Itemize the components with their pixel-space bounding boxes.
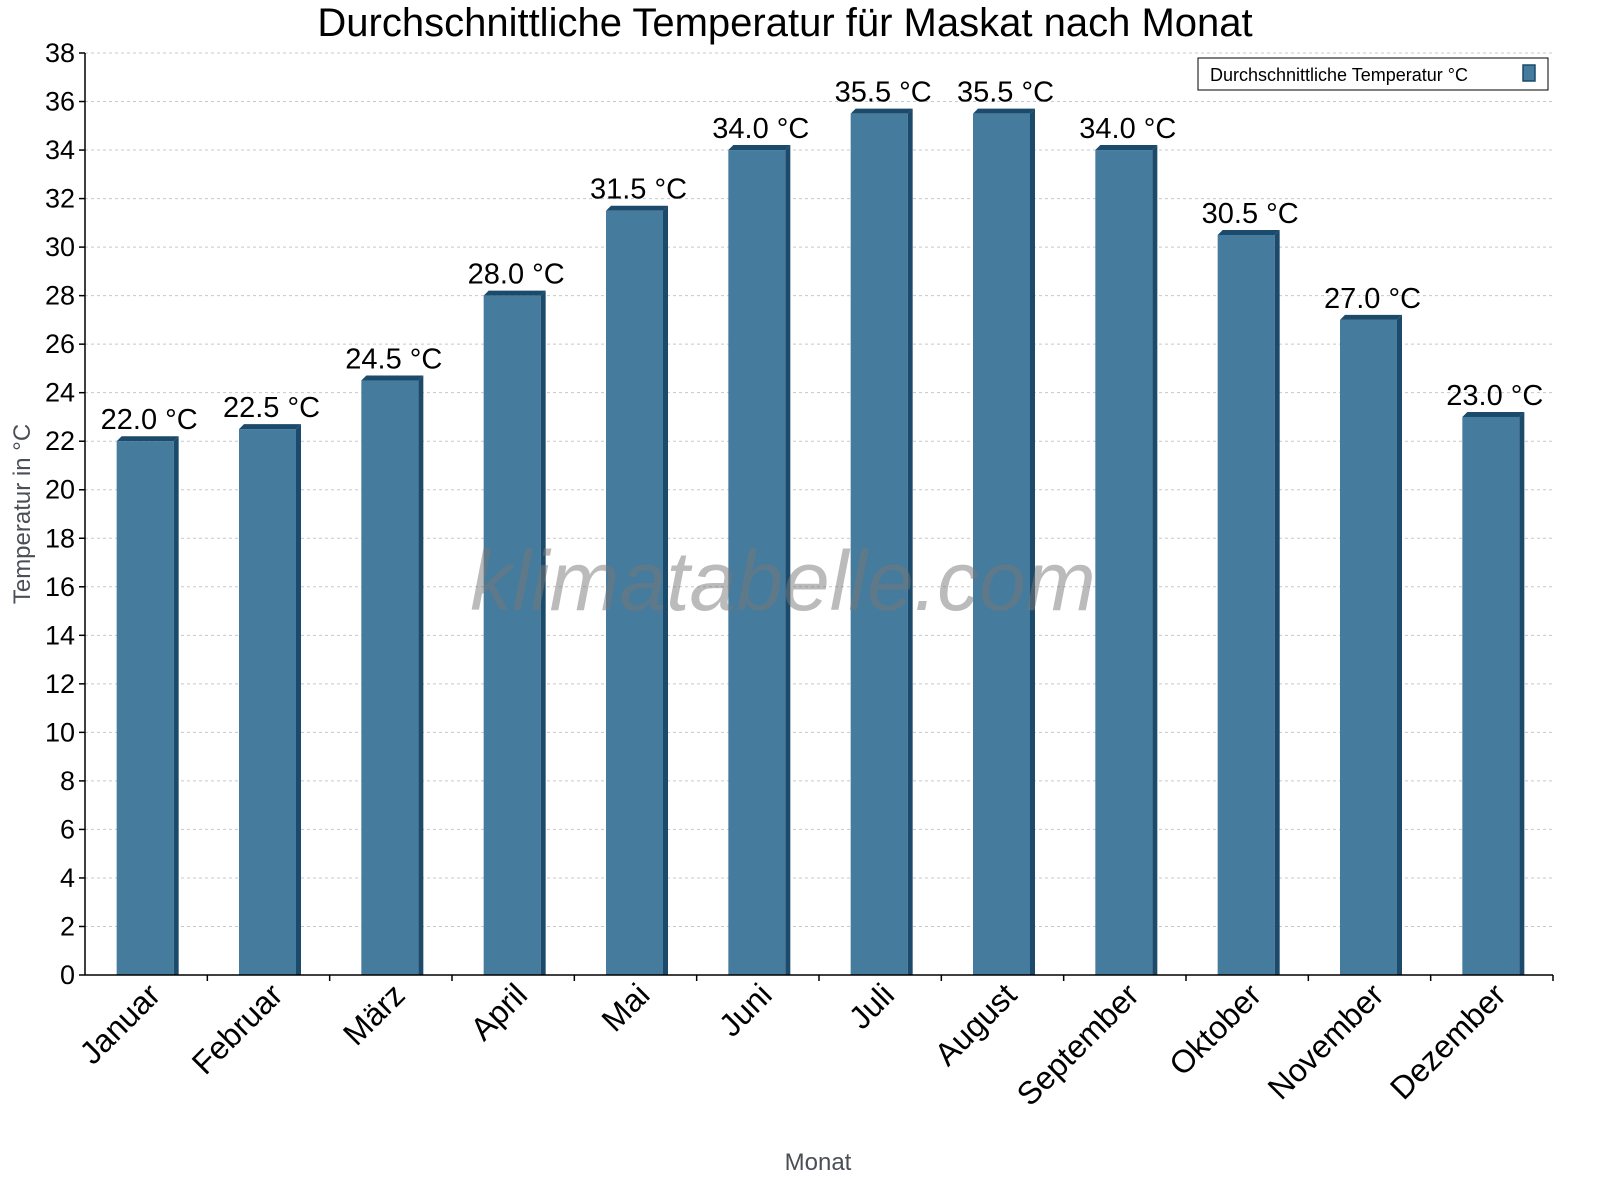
y-axis-label: Temperatur in °C bbox=[9, 424, 36, 604]
bar-side bbox=[1519, 411, 1525, 975]
y-tick-label: 34 bbox=[45, 135, 75, 165]
y-tick-label: 26 bbox=[45, 329, 75, 359]
bar-side bbox=[296, 424, 301, 975]
x-tick-label: März bbox=[336, 976, 412, 1052]
bar-top bbox=[606, 205, 668, 211]
y-tick-label: 0 bbox=[60, 960, 75, 990]
legend-label: Durchschnittliche Temperatur °C bbox=[1210, 65, 1468, 85]
bar-top bbox=[1462, 411, 1525, 417]
data-label: 30.5 °C bbox=[1202, 198, 1299, 230]
bar bbox=[850, 113, 908, 975]
y-tick-label: 32 bbox=[45, 184, 75, 214]
data-label: 35.5 °C bbox=[835, 77, 932, 109]
watermark: klimatabelle.com bbox=[470, 534, 1096, 628]
bar bbox=[239, 429, 296, 975]
data-label: 34.0 °C bbox=[712, 113, 809, 145]
x-tick-label: Dezember bbox=[1383, 976, 1513, 1106]
bar-top bbox=[1217, 229, 1280, 235]
data-label: 34.0 °C bbox=[1079, 113, 1176, 145]
y-tick-label: 20 bbox=[45, 475, 75, 505]
bar-side bbox=[418, 375, 424, 976]
bar bbox=[973, 113, 1030, 975]
bar bbox=[728, 150, 786, 976]
bar bbox=[1340, 319, 1397, 975]
bar bbox=[483, 295, 541, 975]
bars: 22.0 °C 22.5 °C 24.5 °C 28.0 °C 31.5 °C 34.0 … bbox=[101, 77, 1543, 976]
y-tick-label: 8 bbox=[60, 766, 75, 796]
y-tick-label: 14 bbox=[45, 620, 75, 650]
data-label: 22.5 °C bbox=[223, 392, 320, 424]
y-tick-label: 6 bbox=[60, 814, 75, 844]
bar-side bbox=[1397, 314, 1402, 975]
y-tick-label: 12 bbox=[45, 669, 75, 699]
data-label: 35.5 °C bbox=[957, 77, 1054, 109]
bar-top bbox=[361, 375, 424, 381]
bar-side bbox=[1030, 108, 1035, 975]
bar-side bbox=[663, 205, 668, 976]
bar-side bbox=[907, 108, 913, 975]
legend-swatch bbox=[1522, 64, 1536, 82]
data-label: 27.0 °C bbox=[1324, 283, 1421, 315]
y-tick-label: 30 bbox=[45, 232, 75, 262]
bar-top bbox=[483, 290, 546, 296]
data-label: 28.0 °C bbox=[468, 259, 565, 291]
bar bbox=[116, 441, 174, 975]
y-tick-label: 16 bbox=[45, 572, 75, 602]
bar-top bbox=[973, 108, 1035, 114]
bar bbox=[1462, 416, 1520, 975]
bar-top bbox=[1340, 314, 1402, 320]
bar-side bbox=[1274, 229, 1280, 975]
bar-side bbox=[173, 436, 179, 975]
y-tick-label: 2 bbox=[60, 911, 75, 941]
y-tick-label: 28 bbox=[45, 281, 75, 311]
data-label: 23.0 °C bbox=[1446, 380, 1543, 412]
bar bbox=[361, 380, 419, 976]
x-tick-label: Juli bbox=[842, 976, 901, 1035]
x-tick-label: Mai bbox=[595, 976, 657, 1038]
data-label: 31.5 °C bbox=[590, 174, 687, 206]
bar bbox=[606, 210, 663, 976]
x-tick-label: November bbox=[1261, 976, 1391, 1106]
x-tick-label: Februar bbox=[185, 976, 290, 1081]
bar-top bbox=[850, 108, 913, 114]
bar-top bbox=[1095, 145, 1158, 151]
x-tick-label: August bbox=[928, 976, 1024, 1072]
bar-side bbox=[540, 290, 546, 975]
bar-top bbox=[239, 424, 301, 430]
x-tick-label: Juni bbox=[712, 976, 779, 1043]
bar bbox=[1217, 234, 1275, 975]
y-tick-label: 22 bbox=[45, 426, 75, 456]
x-tick-label: April bbox=[463, 976, 534, 1047]
x-tick-label: September bbox=[1010, 976, 1146, 1112]
data-label: 24.5 °C bbox=[345, 344, 442, 376]
y-tick-label: 18 bbox=[45, 523, 75, 553]
y-tick-label: 36 bbox=[45, 87, 75, 117]
gridlines bbox=[85, 52, 1553, 927]
x-axis-label: Monat bbox=[785, 1149, 852, 1176]
bar-top bbox=[116, 436, 179, 442]
x-tick-label: Januar bbox=[72, 976, 167, 1071]
bar-side bbox=[1152, 145, 1158, 976]
data-label: 22.0 °C bbox=[101, 404, 198, 436]
y-tick-label: 24 bbox=[45, 378, 75, 408]
y-tick-label: 38 bbox=[45, 38, 75, 68]
bar bbox=[1095, 150, 1153, 976]
x-tick-label: Oktober bbox=[1162, 976, 1268, 1082]
y-tick-label: 10 bbox=[45, 717, 75, 747]
y-tick-label: 4 bbox=[60, 863, 75, 893]
legend: Durchschnittliche Temperatur °C bbox=[1197, 57, 1549, 91]
chart-title: Durchschnittliche Temperatur für Maskat … bbox=[317, 1, 1252, 45]
bar-top bbox=[728, 145, 791, 151]
bar-side bbox=[785, 145, 791, 976]
